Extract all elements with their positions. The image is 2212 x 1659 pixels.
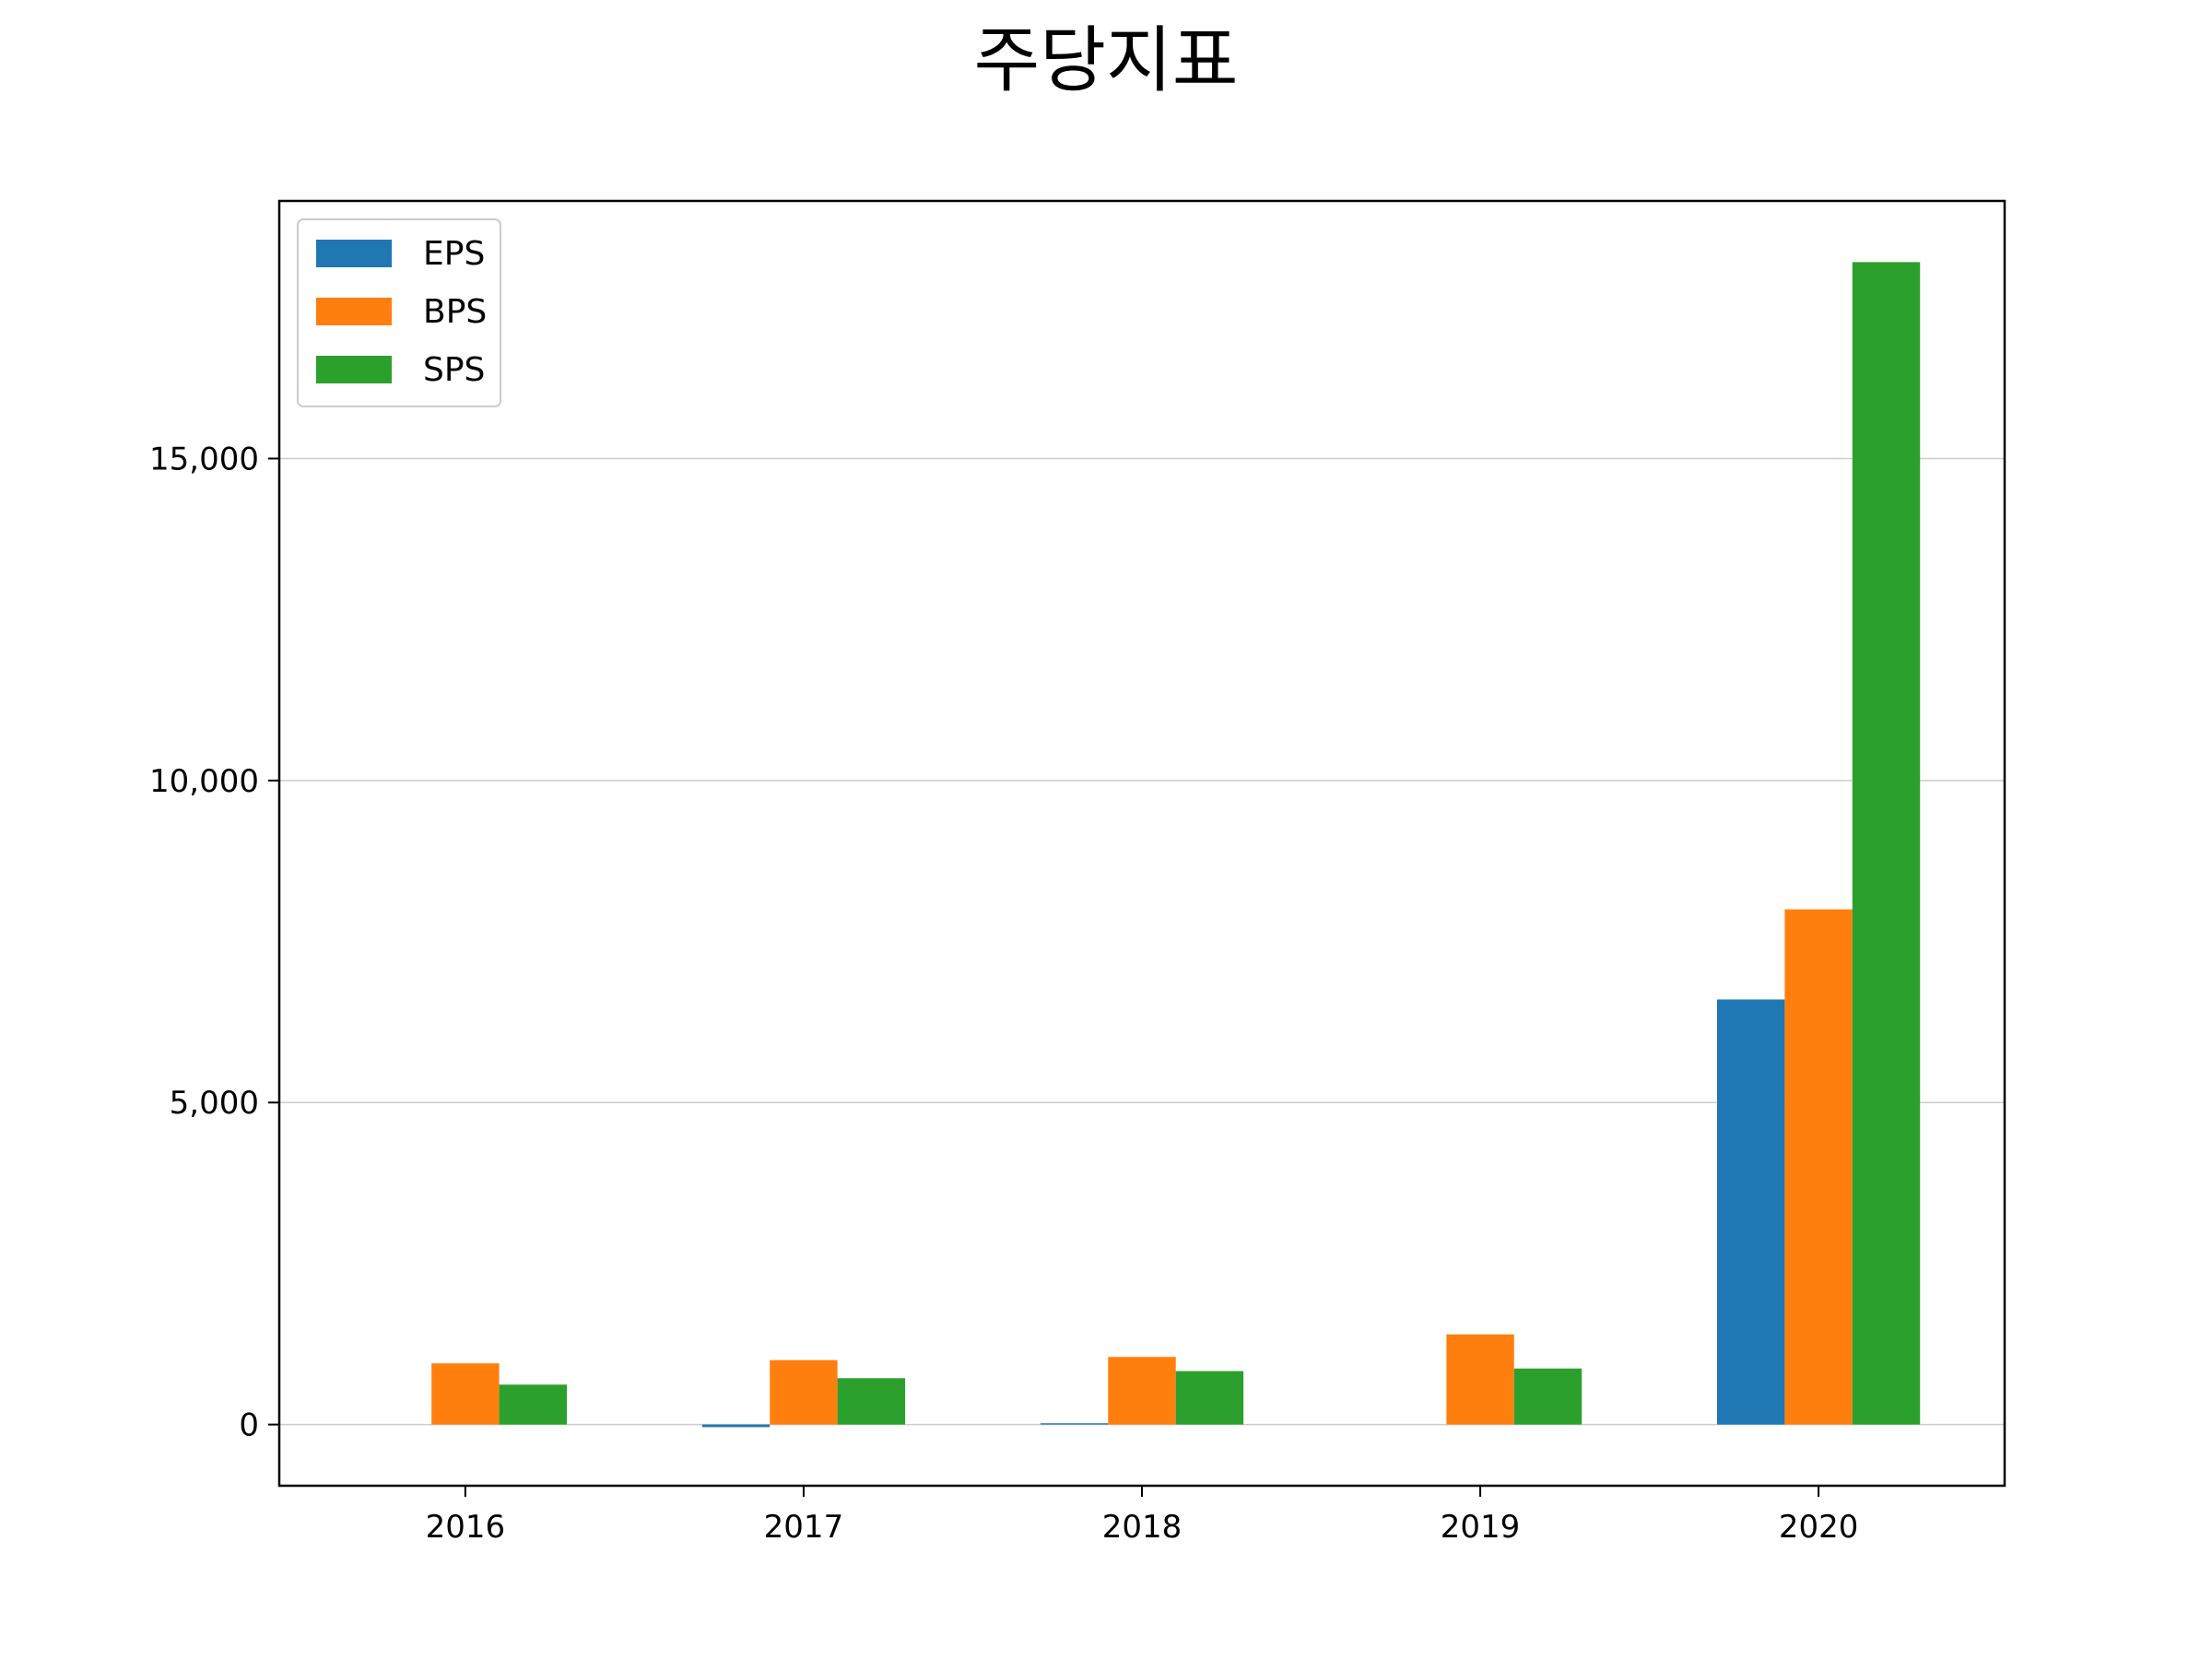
legend-label-bps: BPS [423,293,487,331]
bar-sps-2017 [837,1378,906,1425]
bars [431,262,1921,1428]
x-axis: 2016 2017 2018 2019 2020 [426,1486,1859,1546]
x-tick-label-2018: 2018 [1102,1509,1182,1546]
y-tick-label-0: 0 [239,1407,259,1444]
x-tick-label-2019: 2019 [1441,1509,1521,1546]
bar-bps-2019 [1446,1334,1514,1425]
bar-sps-2016 [499,1384,567,1425]
y-tick-label-2: 10,000 [149,763,259,800]
y-tick-label-3: 15,000 [149,441,259,477]
bar-bps-2020 [1784,909,1853,1425]
chart-title: 주당지표 [973,19,1238,102]
legend-label-eps: EPS [423,235,485,273]
y-axis: 0 5,000 10,000 15,000 [149,441,279,1444]
bar-sps-2018 [1175,1371,1244,1425]
bar-bps-2017 [770,1359,838,1425]
x-tick-label-2020: 2020 [1779,1509,1859,1546]
bar-eps-2017 [701,1424,771,1428]
x-tick-label-2016: 2016 [426,1509,506,1546]
bar-eps-2018 [1040,1423,1109,1425]
bar-sps-2020 [1852,262,1921,1425]
legend-swatch-bps [316,298,392,325]
bar-eps-2020 [1717,999,1785,1425]
legend-swatch-sps [316,356,392,383]
x-tick-label-2017: 2017 [764,1509,844,1546]
y-tick-label-1: 5,000 [170,1085,259,1122]
legend: EPS BPS SPS [297,218,501,407]
bar-bps-2016 [431,1363,500,1425]
bar-sps-2019 [1513,1368,1583,1425]
bar-bps-2018 [1108,1357,1176,1425]
legend-label-sps: SPS [423,351,485,389]
legend-swatch-eps [316,240,392,267]
